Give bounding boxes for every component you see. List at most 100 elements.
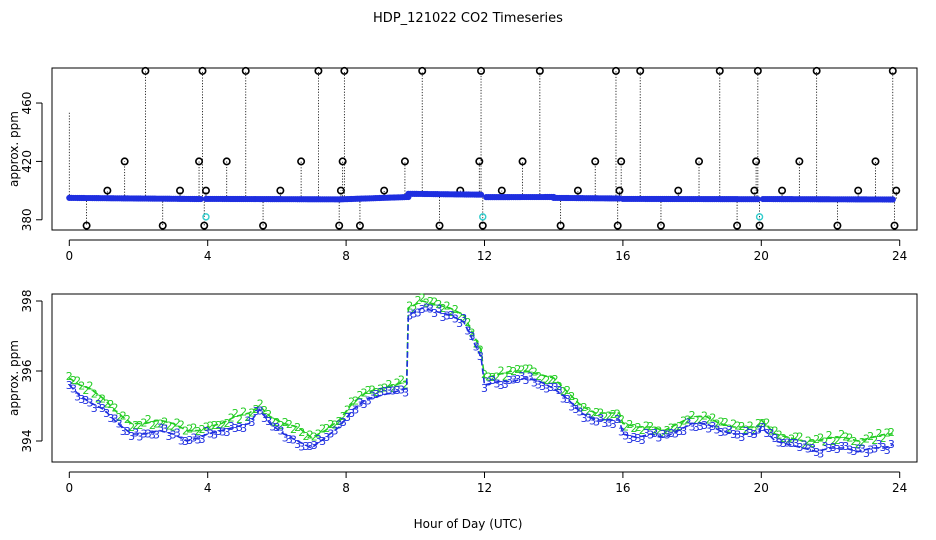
- series-point-label-blue: 3: [672, 428, 679, 441]
- series-point-label-blue: 3: [182, 435, 189, 448]
- series-point-label-green: 2: [564, 384, 571, 397]
- series-point-label-blue: 3: [630, 431, 637, 444]
- bottom-x-tick-label: 20: [754, 481, 769, 495]
- series-point-label-green: 2: [601, 410, 608, 423]
- series-point-label-blue: 3: [365, 394, 372, 407]
- series-point-label-blue: 3: [506, 374, 513, 387]
- series-point-label-blue: 3: [95, 398, 102, 411]
- series-point-label-green: 2: [145, 413, 152, 426]
- series-point-label-blue: 3: [261, 412, 268, 425]
- series-point-label-blue: 3: [668, 427, 675, 440]
- series-point-label-green: 2: [730, 417, 737, 430]
- series-point-label-blue: 3: [556, 384, 563, 397]
- series-point-label-blue: 3: [481, 382, 488, 395]
- spike-point: [338, 157, 347, 166]
- series-point-label-green: 2: [170, 421, 177, 434]
- spike-point: [615, 186, 624, 195]
- series-point-label-blue: 3: [116, 417, 123, 430]
- bottom-x-tick-label: 8: [342, 481, 350, 495]
- series-point-label-green: 2: [676, 420, 683, 433]
- baseline-point: [889, 196, 896, 203]
- series-point-label-blue: 3: [141, 428, 148, 441]
- series-point-label-green: 2: [398, 374, 405, 387]
- series-point-label-green: 2: [103, 397, 110, 410]
- spike-point: [890, 221, 899, 230]
- top-panel-baseline-series: [66, 190, 896, 203]
- series-point-label-green: 2: [298, 426, 305, 439]
- series-point-label-blue: 3: [792, 437, 799, 450]
- bottom-x-tick-label: 12: [477, 481, 492, 495]
- series-point-label-blue: 3: [523, 374, 530, 387]
- series-point-label-green: 2: [547, 374, 554, 387]
- series-point-label-blue: 3: [415, 306, 422, 319]
- series-point-label-blue: 3: [448, 309, 455, 322]
- series-point-label-green: 2: [718, 415, 725, 428]
- series-point-label-blue: 3: [186, 434, 193, 447]
- series-point-label-blue: 3: [622, 429, 629, 442]
- spike-point: [674, 186, 683, 195]
- series-point-label-blue: 3: [514, 373, 521, 386]
- series-point-label-green: 2: [689, 409, 696, 422]
- series-point-label-green: 2: [290, 423, 297, 436]
- series-point-label-blue: 3: [207, 428, 214, 441]
- series-point-label-blue: 3: [660, 428, 667, 441]
- series-point-label-green: 2: [157, 418, 164, 431]
- series-point-label-blue: 3: [863, 447, 870, 460]
- bottom-panel-ylabel: approx. ppm: [7, 340, 21, 416]
- series-point-label-blue: 3: [265, 415, 272, 428]
- series-point-label-blue: 3: [99, 402, 106, 415]
- series-point-label-green: 2: [373, 386, 380, 399]
- series-point-label-green: 2: [444, 299, 451, 312]
- series-point-label-green: 2: [381, 382, 388, 395]
- bottom-x-tick-label: 24: [892, 481, 907, 495]
- spike-point: [198, 66, 207, 75]
- series-point-label-blue: 3: [601, 417, 608, 430]
- series-point-label-green: 2: [772, 424, 779, 437]
- series-point-label-green: 2: [66, 370, 73, 383]
- series-point-label-blue: 3: [302, 440, 309, 453]
- series-point-label-green: 2: [82, 384, 89, 397]
- series-point-label-green: 2: [826, 429, 833, 442]
- series-point-label-green: 2: [593, 406, 600, 419]
- series-point-label-green: 2: [726, 422, 733, 435]
- series-point-label-blue: 3: [734, 429, 741, 442]
- series-point-label-green: 2: [319, 423, 326, 436]
- spike-point: [259, 221, 268, 230]
- figure-title: HDP_121022 CO2 Timeseries: [373, 11, 563, 26]
- series-point-label-blue: 3: [846, 443, 853, 456]
- series-point-label-blue: 3: [70, 383, 77, 396]
- spike-point: [755, 221, 764, 230]
- cyan-point: [202, 213, 210, 221]
- top-panel-cyan-points: [202, 213, 764, 221]
- series-point-label-green: 2: [460, 312, 467, 325]
- series-point-label-green: 2: [439, 302, 446, 315]
- series-point-label-blue: 3: [676, 425, 683, 438]
- series-point-label-green: 2: [311, 431, 318, 444]
- series-point-label-blue: 3: [278, 425, 285, 438]
- series-point-label-blue: 3: [518, 370, 525, 383]
- spike-point: [400, 157, 409, 166]
- spike-point: [435, 221, 444, 230]
- series-line-green: [68, 300, 893, 442]
- series-point-label-green: 2: [855, 438, 862, 451]
- baseline-point: [754, 196, 761, 203]
- series-point-label-green: 2: [635, 421, 642, 434]
- series-point-label-blue: 3: [435, 303, 442, 316]
- series-point-label-green: 2: [386, 378, 393, 391]
- series-point-label-green: 2: [568, 390, 575, 403]
- spike-point: [475, 157, 484, 166]
- series-point-label-blue: 3: [684, 417, 691, 430]
- bottom-x-tick-label: 4: [204, 481, 212, 495]
- series-point-label-green: 2: [809, 437, 816, 450]
- series-point-label-blue: 3: [469, 330, 476, 343]
- series-point-label-green: 2: [78, 379, 85, 392]
- series-point-label-blue: 3: [747, 427, 754, 440]
- spike-point: [380, 186, 389, 195]
- series-point-label-blue: 3: [406, 310, 413, 323]
- series-point-label-blue: 3: [224, 426, 231, 439]
- top-x-tick-label: 0: [65, 249, 73, 263]
- top-y-tick-label: 460: [20, 92, 34, 115]
- spike-point: [535, 66, 544, 75]
- series-point-label-blue: 3: [651, 427, 658, 440]
- series-point-label-green: 2: [469, 327, 476, 340]
